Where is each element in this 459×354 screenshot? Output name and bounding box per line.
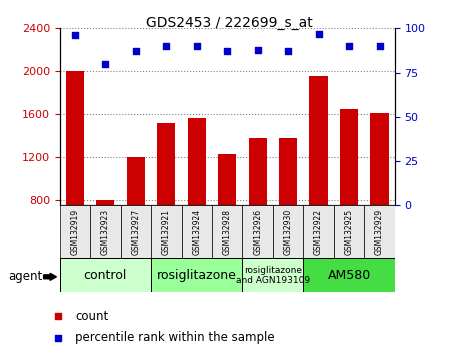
Point: [162, 43, 170, 49]
Bar: [157, 123, 175, 286]
Text: GSM132925: GSM132925: [345, 209, 353, 255]
Bar: [309, 75, 328, 286]
Point: [132, 48, 140, 54]
Text: GSM132930: GSM132930: [284, 209, 293, 255]
Point: [71, 33, 78, 38]
Bar: [66, 71, 84, 286]
Bar: [340, 109, 358, 286]
FancyBboxPatch shape: [121, 205, 151, 258]
FancyBboxPatch shape: [181, 205, 212, 258]
Point: [376, 43, 383, 49]
Text: GSM132924: GSM132924: [192, 209, 201, 255]
Text: GSM132919: GSM132919: [70, 209, 79, 255]
Bar: [96, 200, 114, 286]
FancyBboxPatch shape: [273, 205, 303, 258]
Bar: [127, 157, 145, 286]
Text: GSM132926: GSM132926: [253, 209, 262, 255]
Text: GSM132922: GSM132922: [314, 209, 323, 255]
FancyBboxPatch shape: [60, 258, 151, 292]
Text: GSM132921: GSM132921: [162, 209, 171, 255]
Point: [315, 31, 322, 36]
Text: GSM132923: GSM132923: [101, 209, 110, 255]
FancyBboxPatch shape: [364, 205, 395, 258]
Text: AM580: AM580: [327, 269, 371, 282]
Text: rosiglitazone: rosiglitazone: [157, 269, 237, 282]
Point: [285, 48, 292, 54]
Point: [254, 47, 261, 52]
Point: [54, 335, 62, 341]
FancyBboxPatch shape: [242, 258, 303, 292]
FancyBboxPatch shape: [242, 205, 273, 258]
Text: percentile rank within the sample: percentile rank within the sample: [75, 331, 275, 344]
FancyBboxPatch shape: [303, 205, 334, 258]
FancyBboxPatch shape: [212, 205, 242, 258]
Point: [345, 43, 353, 49]
Text: GSM132928: GSM132928: [223, 209, 232, 255]
Bar: [248, 138, 267, 286]
Point: [54, 314, 62, 319]
Text: GSM132927: GSM132927: [131, 209, 140, 255]
FancyBboxPatch shape: [303, 258, 395, 292]
FancyBboxPatch shape: [151, 205, 181, 258]
Point: [224, 48, 231, 54]
Text: count: count: [75, 310, 108, 323]
Text: GSM132929: GSM132929: [375, 209, 384, 255]
Point: [102, 61, 109, 67]
FancyBboxPatch shape: [60, 205, 90, 258]
Bar: [188, 119, 206, 286]
Text: rosiglitazone
and AGN193109: rosiglitazone and AGN193109: [236, 266, 310, 285]
FancyArrow shape: [44, 273, 56, 280]
Bar: [279, 138, 297, 286]
Text: GDS2453 / 222699_s_at: GDS2453 / 222699_s_at: [146, 16, 313, 30]
Point: [193, 43, 201, 49]
FancyBboxPatch shape: [334, 205, 364, 258]
Bar: [370, 113, 389, 286]
Text: control: control: [84, 269, 127, 282]
Text: agent: agent: [8, 270, 43, 283]
FancyBboxPatch shape: [90, 205, 121, 258]
Bar: [218, 154, 236, 286]
FancyBboxPatch shape: [151, 258, 242, 292]
